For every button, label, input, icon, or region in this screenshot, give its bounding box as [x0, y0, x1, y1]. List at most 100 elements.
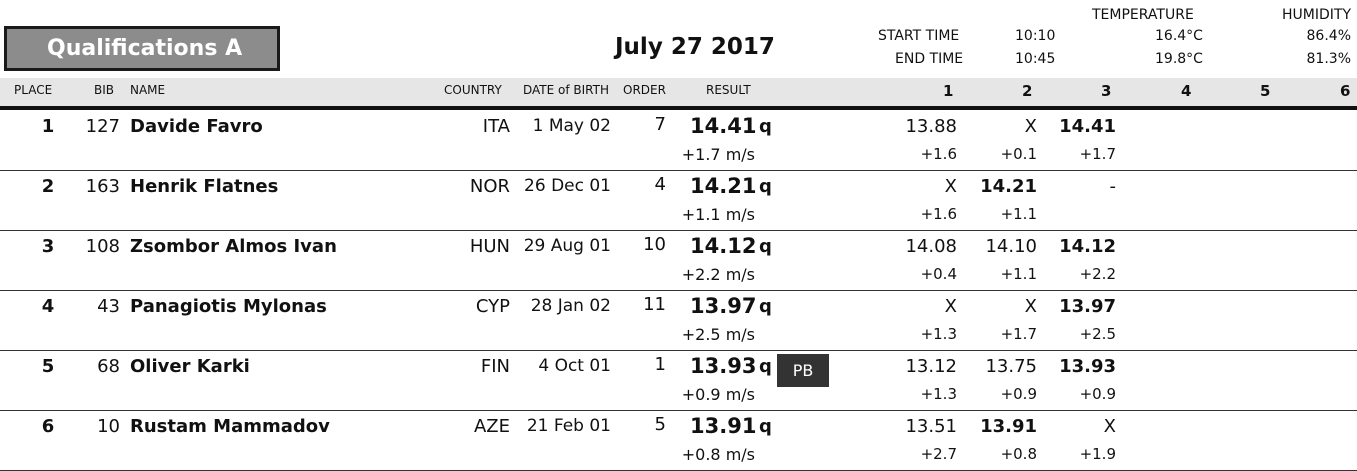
temperature-label: TEMPERATURE [1092, 7, 1194, 23]
attempt-2-mark: 13.75 [985, 356, 1037, 377]
attempt-1-mark: 13.12 [905, 356, 957, 377]
result-cell: 13.93 [690, 354, 757, 378]
attempt-3-mark: 14.41 [1059, 116, 1116, 137]
attempt-3-wind: +2.2 [1079, 265, 1116, 283]
order-cell: 1 [654, 354, 666, 375]
attempt-3-mark: 14.12 [1059, 236, 1116, 257]
attempt-2-mark: X [1024, 296, 1037, 317]
humidity-label: HUMIDITY [1282, 7, 1351, 23]
attempt-2-wind: +1.1 [1000, 205, 1037, 223]
start-temperature: 16.4°C [1155, 28, 1203, 44]
athlete-name: Rustam Mammadov [130, 416, 330, 437]
dob-cell: 4 Oct 01 [538, 356, 611, 376]
bib-cell: 163 [85, 176, 120, 197]
table-row: 1 127 Davide Favro ITA 1 May 02 7 14.41 q +1.7 m… [0, 110, 1357, 171]
attempt-2-wind: +0.8 [1000, 445, 1037, 463]
attempt-2-wind: +0.1 [1000, 145, 1037, 163]
attempt-3-wind: +0.9 [1079, 385, 1116, 403]
country-cell: NOR [469, 176, 510, 197]
attempt-2-mark: 14.10 [985, 236, 1037, 257]
order-cell: 5 [654, 414, 666, 435]
country-cell: FIN [480, 356, 510, 377]
start-time-value: 10:10 [1015, 28, 1056, 44]
attempt-1-mark: 13.51 [905, 416, 957, 437]
start-time-label: START TIME [878, 28, 960, 44]
attempt-1-mark: X [944, 176, 957, 197]
attempt-1-mark: 14.08 [905, 236, 957, 257]
qualifier-mark: q [759, 416, 772, 437]
athlete-name: Panagiotis Mylonas [130, 296, 327, 317]
col-attempt-6: 6 [1340, 82, 1351, 100]
event-date: July 27 2017 [615, 34, 775, 60]
place-cell: 5 [41, 356, 55, 377]
col-place: PLACE [14, 83, 53, 97]
result-wind: +0.8 m/s [681, 445, 755, 464]
table-row: 4 43 Panagiotis Mylonas CYP 28 Jan 02 11 13.97… [0, 290, 1357, 351]
col-result: RESULT [706, 83, 751, 97]
attempt-1-wind: +1.3 [920, 385, 957, 403]
dob-cell: 1 May 02 [532, 116, 611, 136]
athlete-name: Oliver Karki [130, 356, 250, 377]
qualifier-mark: q [759, 356, 772, 377]
dob-cell: 29 Aug 01 [523, 236, 611, 256]
table-row: 5 68 Oliver Karki FIN 4 Oct 01 1 13.93 q +0.9 m/… [0, 350, 1357, 411]
col-dob: DATE of BIRTH [523, 83, 610, 97]
qualifier-mark: q [759, 296, 772, 317]
dob-cell: 21 Feb 01 [526, 416, 611, 436]
place-cell: 2 [41, 176, 55, 197]
dob-cell: 28 Jan 02 [530, 296, 611, 316]
attempt-1-wind: +1.6 [920, 205, 957, 223]
qualifier-mark: q [759, 176, 772, 197]
col-attempt-4: 4 [1181, 82, 1192, 100]
result-cell: 14.12 [690, 234, 757, 258]
bib-cell: 10 [97, 416, 120, 437]
place-cell: 4 [41, 296, 55, 317]
attempt-3-wind: +2.5 [1079, 325, 1116, 343]
country-cell: HUN [469, 236, 510, 257]
result-cell: 14.41 [690, 114, 757, 138]
attempt-2-wind: +1.7 [1000, 325, 1037, 343]
col-attempt-2: 2 [1022, 82, 1033, 100]
country-cell: ITA [482, 116, 510, 137]
personal-best-badge: PB [777, 354, 829, 387]
attempt-1-wind: +0.4 [920, 265, 957, 283]
order-cell: 7 [654, 114, 666, 135]
athlete-name: Zsombor Almos Ivan [130, 236, 337, 257]
column-header-bar: PLACE BIB NAME COUNTRY DATE of BIRTH ORD… [0, 78, 1357, 110]
result-wind: +2.5 m/s [681, 325, 755, 344]
start-humidity: 86.4% [1306, 28, 1351, 44]
table-row: 6 10 Rustam Mammadov AZE 21 Feb 01 5 13.91 q +0.… [0, 410, 1357, 471]
country-cell: AZE [473, 416, 510, 437]
athlete-name: Davide Favro [130, 116, 263, 137]
attempt-2-wind: +1.1 [1000, 265, 1037, 283]
dob-cell: 26 Dec 01 [524, 176, 611, 196]
col-order: ORDER [623, 83, 666, 97]
table-row: 3 108 Zsombor Almos Ivan HUN 29 Aug 01 10 14.1… [0, 230, 1357, 291]
col-attempt-1: 1 [943, 82, 954, 100]
attempt-3-mark: 13.93 [1059, 356, 1116, 377]
order-cell: 4 [654, 174, 666, 195]
attempt-3-wind: +1.9 [1079, 445, 1116, 463]
end-time-label: END TIME [895, 51, 964, 67]
round-title: Qualifications A [4, 26, 280, 71]
result-cell: 13.91 [690, 414, 757, 438]
qualifier-mark: q [759, 116, 772, 137]
result-cell: 14.21 [690, 174, 757, 198]
result-wind: +0.9 m/s [681, 385, 755, 404]
attempt-3-mark: 13.97 [1059, 296, 1116, 317]
col-country: COUNTRY [444, 83, 502, 97]
col-attempt-3: 3 [1101, 82, 1112, 100]
bib-cell: 127 [85, 116, 120, 137]
attempt-1-mark: X [944, 296, 957, 317]
athlete-name: Henrik Flatnes [130, 176, 279, 197]
attempt-1-mark: 13.88 [905, 116, 957, 137]
order-cell: 11 [643, 294, 666, 315]
result-cell: 13.97 [690, 294, 757, 318]
attempt-3-wind: +1.7 [1079, 145, 1116, 163]
attempt-1-wind: +1.3 [920, 325, 957, 343]
country-cell: CYP [475, 296, 510, 317]
bib-cell: 43 [97, 296, 120, 317]
attempt-2-wind: +0.9 [1000, 385, 1037, 403]
result-wind: +2.2 m/s [681, 265, 755, 284]
attempt-2-mark: 14.21 [980, 176, 1037, 197]
